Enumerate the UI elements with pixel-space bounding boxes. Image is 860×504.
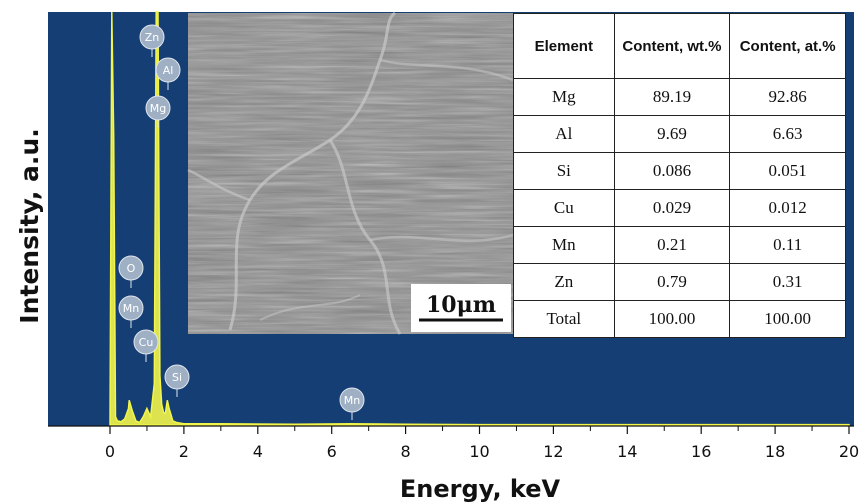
x-tick-label: 4 <box>253 442 263 461</box>
cell-at: 0.11 <box>729 226 846 264</box>
peak-labels: Zn Al Mg O Mn Cu Si Mn <box>118 24 365 420</box>
peak-label-si: Si <box>164 364 190 397</box>
cell-element: Cu <box>513 189 615 227</box>
cell-wt: 89.19 <box>613 78 731 116</box>
cell-wt: 9.69 <box>613 115 731 153</box>
svg-text:Mn: Mn <box>344 394 360 407</box>
x-tick-label: 12 <box>543 442 563 461</box>
svg-text:Zn: Zn <box>145 31 160 44</box>
y-axis-label: Intensity, a.u. <box>15 128 44 323</box>
peak-label-al: Al <box>155 57 181 90</box>
spectrum-line <box>109 11 850 426</box>
cell-at: 0.012 <box>729 189 846 227</box>
peak-label-mn: Mn <box>339 387 365 420</box>
peak-label-mn: Mn <box>118 295 144 328</box>
cell-element: Al <box>513 115 615 153</box>
table-row: Mg 89.19 92.86 <box>513 78 846 116</box>
x-axis-label: Energy, keV <box>400 475 561 503</box>
table-row: Cu 0.029 0.012 <box>513 189 846 227</box>
cell-element: Zn <box>513 263 615 301</box>
x-axis: 0 2 4 6 8 10 12 14 16 18 20 <box>48 425 859 461</box>
sem-inset: 10μm <box>187 11 514 335</box>
x-tick-label: 0 <box>105 442 115 461</box>
cell-wt: 0.086 <box>613 152 731 190</box>
scale-bar-box <box>411 284 511 332</box>
spectrum-layer <box>109 11 850 426</box>
cell-element: Total <box>513 300 615 338</box>
x-tick-label: 18 <box>765 442 785 461</box>
svg-text:Cu: Cu <box>139 336 154 349</box>
composition-table: Element Content, wt.% Content, at.% Mg 89… <box>513 13 846 338</box>
x-tick-label: 10 <box>469 442 489 461</box>
svg-text:Mn: Mn <box>123 302 139 315</box>
peak-label-o: O <box>118 255 144 288</box>
cell-at: 6.63 <box>729 115 846 153</box>
table-row: Si 0.086 0.051 <box>513 152 846 190</box>
cell-at: 100.00 <box>729 300 846 338</box>
cell-element: Mn <box>513 226 615 264</box>
table-row: Total 100.00 100.00 <box>513 300 846 338</box>
x-tick-label: 6 <box>327 442 337 461</box>
cell-element: Si <box>513 152 615 190</box>
table-header-row: Element Content, wt.% Content, at.% <box>513 13 846 79</box>
peak-label-zn: Zn <box>139 24 165 57</box>
cell-at: 92.86 <box>729 78 846 116</box>
table-header-element: Element <box>513 13 615 79</box>
svg-text:Al: Al <box>163 64 174 77</box>
cell-at: 0.051 <box>729 152 846 190</box>
svg-text:Mg: Mg <box>150 102 166 115</box>
table-header-at: Content, at.% <box>729 13 846 79</box>
cell-wt: 0.029 <box>613 189 731 227</box>
cell-element: Mg <box>513 78 615 116</box>
table-header-wt: Content, wt.% <box>613 13 731 79</box>
cell-wt: 0.79 <box>613 263 731 301</box>
peak-label-cu: Cu <box>133 329 159 362</box>
cell-at: 0.31 <box>729 263 846 301</box>
table-row: Mn 0.21 0.11 <box>513 226 846 264</box>
peak-label-mg: Mg <box>145 95 171 128</box>
scale-bar-label: 10μm <box>426 292 496 318</box>
x-tick-label: 20 <box>839 442 859 461</box>
svg-text:Si: Si <box>172 371 182 384</box>
x-tick-label: 8 <box>401 442 411 461</box>
table-row: Al 9.69 6.63 <box>513 115 846 153</box>
x-tick-label: 14 <box>617 442 637 461</box>
table-row: Zn 0.79 0.31 <box>513 263 846 301</box>
cell-wt: 0.21 <box>613 226 731 264</box>
x-tick-label: 16 <box>691 442 711 461</box>
svg-text:O: O <box>127 262 136 275</box>
x-tick-label: 2 <box>179 442 189 461</box>
cell-wt: 100.00 <box>613 300 731 338</box>
